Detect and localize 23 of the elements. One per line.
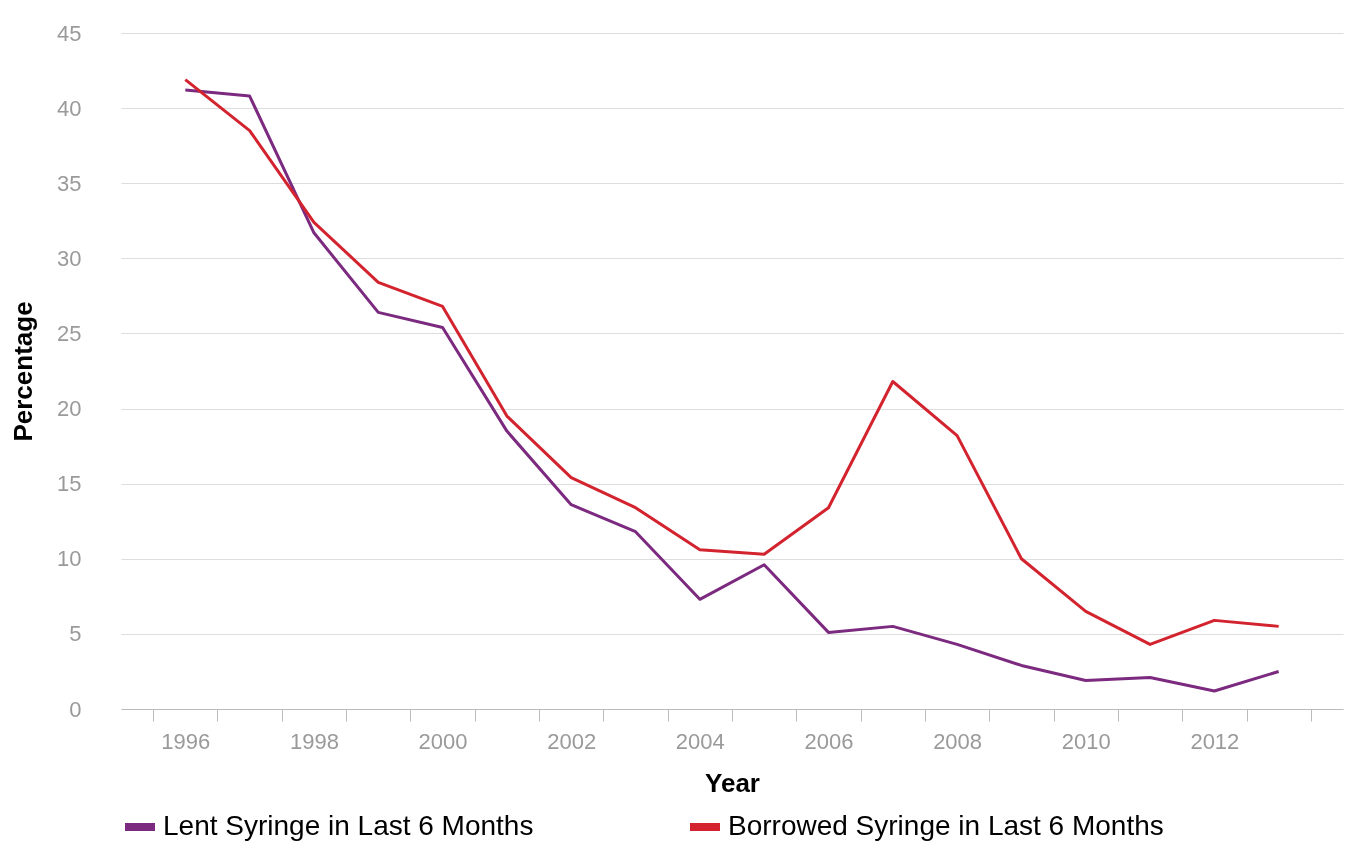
y-tick-label: 25 bbox=[57, 320, 82, 346]
x-tick-label: 2008 bbox=[933, 728, 983, 754]
x-tick-label: 2004 bbox=[675, 728, 725, 754]
y-tick-label: 5 bbox=[69, 621, 82, 647]
y-tick-label: 15 bbox=[57, 471, 82, 497]
x-tick-label: 2002 bbox=[547, 728, 597, 754]
y-tick-label: 45 bbox=[57, 20, 82, 46]
x-tick-label: 2000 bbox=[418, 728, 468, 754]
x-tick-label: 1996 bbox=[161, 728, 211, 754]
y-tick-label: 40 bbox=[57, 95, 82, 121]
y-tick-label: 35 bbox=[57, 170, 82, 196]
x-axis-title: Year bbox=[705, 767, 760, 798]
legend-label: Lent Syringe in Last 6 Months bbox=[163, 810, 534, 841]
x-tick-label: 2012 bbox=[1190, 728, 1240, 754]
y-tick-label: 0 bbox=[69, 696, 82, 722]
y-tick-label: 10 bbox=[57, 546, 82, 572]
y-tick-label: 20 bbox=[57, 396, 82, 422]
y-tick-label: 30 bbox=[57, 245, 82, 271]
x-tick-label: 2010 bbox=[1061, 728, 1111, 754]
y-axis-title: Percentage bbox=[8, 301, 39, 442]
x-tick-label: 2006 bbox=[804, 728, 854, 754]
x-tick-label: 1998 bbox=[289, 728, 339, 754]
legend-label: Borrowed Syringe in Last 6 Months bbox=[728, 810, 1164, 841]
